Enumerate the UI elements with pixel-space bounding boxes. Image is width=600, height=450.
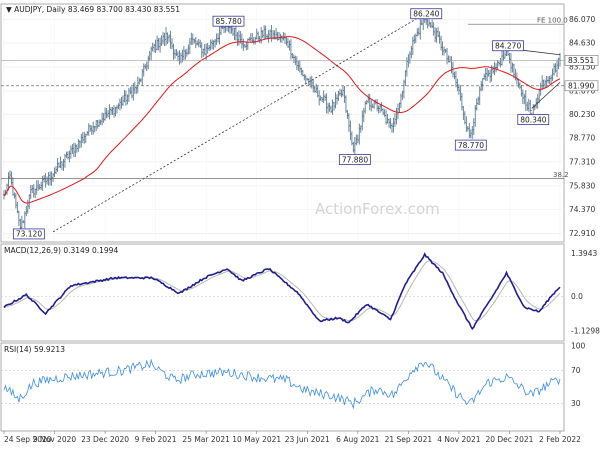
price-layer: FE 100.0 38.2 73.120 85.780 77.880 86.240 78.7… bbox=[1, 8, 569, 240]
annotation-label: 78.770 bbox=[458, 141, 484, 150]
rsi-panel-title: RSI(14) 59.9213 bbox=[4, 345, 65, 354]
current-price-tag: 83.551 bbox=[568, 56, 594, 65]
fib-100-label: FE 100.0 bbox=[537, 17, 568, 25]
annotation-box bbox=[492, 40, 524, 52]
rsi-y-tick: 70 bbox=[571, 366, 581, 375]
level-price-tag-box bbox=[564, 80, 599, 92]
grid-layer bbox=[1, 6, 564, 240]
level-price-tag: 81.990 bbox=[568, 82, 594, 91]
price-panel-frame bbox=[0, 3, 565, 243]
price-y-tick: 72.910 bbox=[569, 229, 595, 238]
trend-line bbox=[52, 15, 422, 233]
x-tick-label: 9 Feb 2021 bbox=[135, 435, 177, 444]
x-tick-label: 25 Mar 2021 bbox=[182, 435, 230, 444]
x-tick-label: 2 Feb 2022 bbox=[539, 435, 581, 444]
rsi-line bbox=[3, 358, 561, 410]
annotation-label: 77.880 bbox=[342, 155, 368, 164]
annotation-box bbox=[454, 139, 487, 151]
fib-38-label: 38.2 bbox=[553, 171, 569, 179]
annotation-label: 80.340 bbox=[520, 115, 546, 124]
annotation-box bbox=[410, 8, 443, 20]
macd-y-tick: -1.1298 bbox=[571, 327, 600, 336]
price-y-tick: 83.150 bbox=[569, 62, 595, 71]
x-tick-label: 10 May 2021 bbox=[232, 435, 281, 444]
macd-line bbox=[3, 252, 561, 331]
macd-y-tick: 0.0 bbox=[571, 292, 583, 301]
price-panel-title: ▼ AUDJPY, Daily 83.469 83.700 83.430 83.… bbox=[6, 5, 180, 14]
current-price-tag-box bbox=[564, 55, 599, 66]
rsi-y-tick: 30 bbox=[571, 399, 581, 408]
moving-average-line bbox=[3, 36, 561, 204]
axis-layer: 72.91074.37075.83077.31078.77080.23081.6… bbox=[3, 15, 600, 444]
annotation-label: 73.120 bbox=[16, 230, 42, 239]
macd-panel-title: MACD(12,26,9) 0.3149 0.1994 bbox=[4, 246, 118, 255]
x-tick-label: 20 Dec 2021 bbox=[485, 435, 533, 444]
x-tick-label: 4 Nov 2021 bbox=[437, 435, 480, 444]
price-y-tick: 74.370 bbox=[569, 205, 595, 214]
x-tick-label: 23 Dec 2020 bbox=[81, 435, 129, 444]
x-tick-label: 6 Aug 2021 bbox=[336, 435, 379, 444]
annotation-box bbox=[212, 15, 245, 27]
wedge-lower-line bbox=[531, 82, 561, 109]
price-y-tick: 75.830 bbox=[569, 181, 595, 190]
rsi-y-tick: 100 bbox=[571, 342, 586, 351]
annotation-box bbox=[12, 228, 45, 240]
price-y-tick: 77.310 bbox=[569, 157, 595, 166]
watermark: ActionForex.com bbox=[315, 200, 440, 218]
price-y-tick: 86.070 bbox=[569, 15, 595, 24]
macd-y-tick: 1.3943 bbox=[571, 249, 597, 258]
annotation-label: 86.240 bbox=[413, 10, 439, 19]
macd-panel-frame bbox=[0, 243, 565, 342]
annotation-label: 84.270 bbox=[495, 42, 521, 51]
x-tick-label: 9 Nov 2020 bbox=[33, 435, 76, 444]
annotation-box bbox=[338, 154, 371, 165]
price-y-tick: 80.230 bbox=[569, 110, 595, 119]
rsi-panel-frame bbox=[0, 342, 565, 432]
x-tick-label: 21 Sep 2021 bbox=[385, 435, 433, 444]
annotation-label: 85.780 bbox=[215, 17, 241, 26]
price-y-tick: 84.630 bbox=[569, 38, 595, 47]
x-tick-label: 24 Sep 2020 bbox=[4, 435, 52, 444]
price-y-tick: 78.770 bbox=[569, 134, 595, 143]
macd-layer bbox=[1, 252, 564, 331]
macd-signal-line bbox=[3, 260, 561, 322]
rsi-layer bbox=[1, 358, 564, 410]
x-tick-label: 23 Jun 2021 bbox=[285, 435, 330, 444]
annotation-box bbox=[517, 114, 550, 125]
